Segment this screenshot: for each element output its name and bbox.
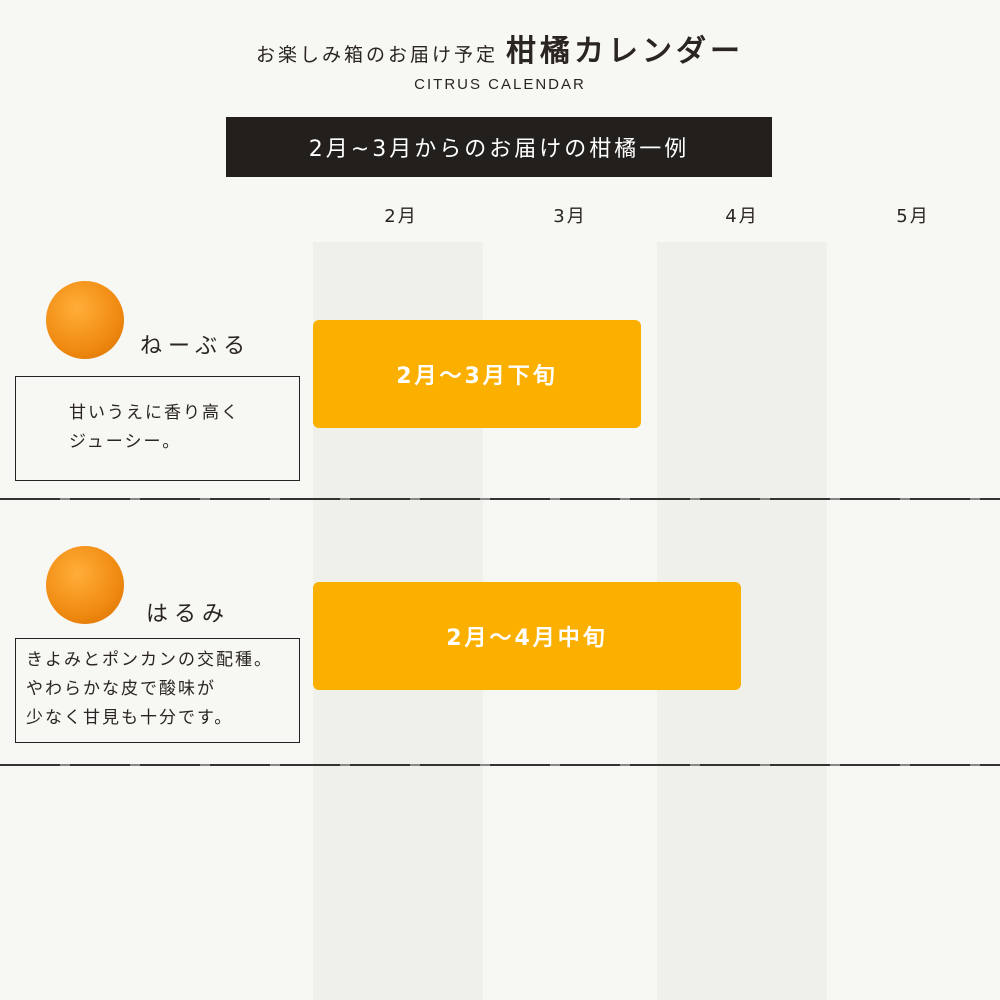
description-line: やわらかな皮で酸味が: [26, 679, 216, 699]
orange-image: [46, 546, 124, 624]
month-label: 3月: [553, 206, 587, 227]
citrus-name: はるみ: [146, 602, 231, 627]
description-line: きよみとポンカンの交配種。: [26, 650, 273, 670]
divider: [0, 498, 1000, 500]
citrus-description: 甘いうえに香り高く ジューシー。: [15, 376, 300, 481]
period-bar: 2月〜4月中旬: [313, 582, 741, 690]
month-label: 5月: [896, 206, 930, 227]
month-label: 2月: [384, 206, 418, 227]
main-title: 柑橘カレンダー: [506, 34, 744, 69]
divider: [0, 764, 1000, 766]
pre-title: お楽しみ箱のお届け予定: [255, 44, 498, 66]
description-line: 少なく甘見も十分です。: [26, 708, 234, 728]
banner: 2月~3月からのお届けの柑橘一例: [226, 117, 772, 177]
period-bar: 2月〜3月下旬: [313, 320, 641, 428]
page-title: お楽しみ箱のお届け予定 柑橘カレンダー: [0, 26, 1000, 70]
orange-image: [46, 281, 124, 359]
citrus-description: きよみとポンカンの交配種。 やわらかな皮で酸味が 少なく甘見も十分です。: [15, 638, 300, 743]
subtitle: CITRUS CALENDAR: [414, 76, 586, 93]
citrus-name: ねーぶる: [140, 334, 252, 359]
description-line: 甘いうえに香り高く: [69, 403, 240, 423]
month-label: 4月: [725, 206, 759, 227]
description-line: ジューシー。: [69, 432, 182, 452]
